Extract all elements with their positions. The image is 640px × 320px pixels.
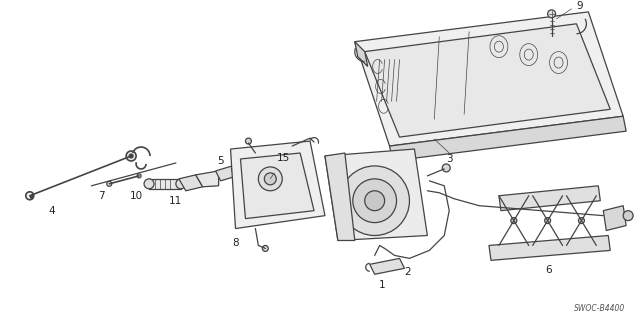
Text: 6: 6	[545, 265, 552, 275]
Circle shape	[623, 211, 633, 220]
Circle shape	[129, 154, 133, 158]
Polygon shape	[355, 42, 368, 67]
Circle shape	[442, 164, 450, 172]
Polygon shape	[604, 206, 626, 230]
Text: 2: 2	[404, 267, 411, 277]
Polygon shape	[325, 153, 355, 241]
Text: 4: 4	[48, 206, 55, 216]
Circle shape	[353, 179, 397, 223]
Circle shape	[579, 218, 584, 224]
Circle shape	[107, 181, 112, 186]
Circle shape	[262, 245, 268, 252]
Text: 15: 15	[276, 153, 290, 163]
Circle shape	[511, 218, 517, 224]
Text: 5: 5	[218, 156, 224, 166]
Circle shape	[30, 195, 33, 198]
Polygon shape	[179, 175, 203, 191]
Circle shape	[137, 174, 141, 178]
Circle shape	[176, 179, 186, 189]
Polygon shape	[499, 186, 600, 211]
Circle shape	[545, 218, 550, 224]
Polygon shape	[355, 12, 623, 146]
Circle shape	[264, 173, 276, 185]
Text: 10: 10	[129, 191, 143, 201]
Text: 1: 1	[378, 280, 385, 290]
Polygon shape	[230, 141, 325, 228]
Circle shape	[144, 179, 154, 189]
Polygon shape	[149, 179, 181, 189]
Polygon shape	[216, 165, 241, 181]
Circle shape	[26, 192, 34, 200]
Text: 3: 3	[446, 154, 452, 164]
Text: 7: 7	[98, 191, 104, 201]
Circle shape	[126, 151, 136, 161]
Polygon shape	[390, 116, 626, 161]
Circle shape	[365, 191, 385, 211]
Polygon shape	[370, 258, 404, 274]
Polygon shape	[489, 236, 611, 260]
Text: 8: 8	[232, 238, 239, 248]
Text: SWOC-B4400: SWOC-B4400	[573, 304, 625, 313]
Circle shape	[246, 138, 252, 144]
Polygon shape	[241, 153, 314, 219]
Circle shape	[340, 166, 410, 236]
Circle shape	[259, 167, 282, 191]
Polygon shape	[325, 149, 428, 241]
Polygon shape	[365, 24, 611, 137]
Polygon shape	[196, 171, 219, 187]
Circle shape	[232, 165, 239, 173]
Text: 11: 11	[169, 196, 182, 206]
Text: 9: 9	[576, 1, 583, 11]
Circle shape	[548, 10, 556, 18]
